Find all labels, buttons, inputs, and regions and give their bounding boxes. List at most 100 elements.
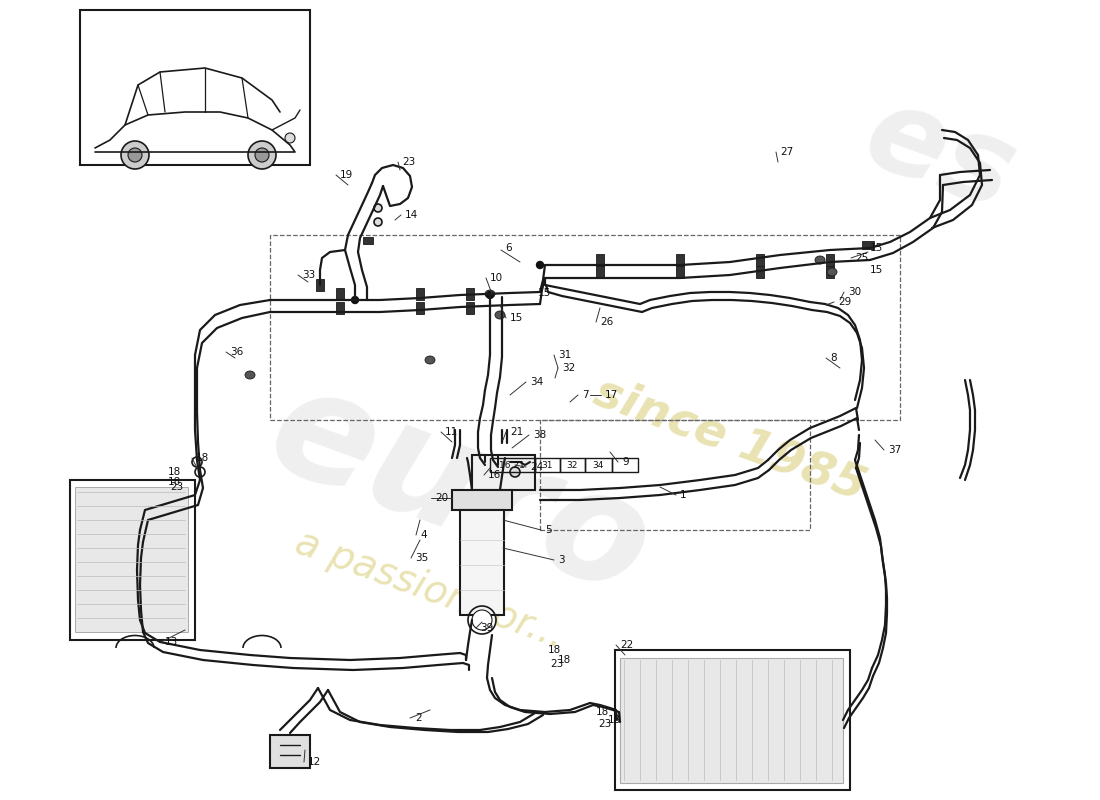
Text: euro: euro [250, 353, 670, 627]
Bar [336, 288, 344, 300]
Bar [826, 266, 834, 278]
Circle shape [374, 204, 382, 212]
Text: 16: 16 [488, 470, 502, 480]
Text: 3: 3 [558, 555, 564, 565]
Text: since 1985: since 1985 [587, 370, 872, 510]
Text: 31: 31 [541, 461, 552, 470]
Text: 35: 35 [415, 553, 428, 563]
Text: 36: 36 [230, 347, 243, 357]
Ellipse shape [815, 256, 825, 264]
Text: 18: 18 [608, 715, 622, 725]
Text: 32: 32 [562, 363, 575, 373]
Text: 11: 11 [446, 427, 459, 437]
Bar [363, 237, 373, 243]
Text: 32: 32 [566, 461, 578, 470]
Bar [615, 650, 850, 790]
Text: 2: 2 [415, 713, 421, 723]
Text: 5: 5 [544, 525, 551, 535]
Ellipse shape [827, 268, 837, 276]
Text: 33: 33 [302, 270, 316, 280]
Bar [336, 302, 344, 314]
Bar [756, 266, 764, 278]
Circle shape [472, 610, 492, 630]
Ellipse shape [245, 371, 255, 379]
Circle shape [128, 148, 142, 162]
Text: 26: 26 [600, 317, 614, 327]
Bar [270, 235, 900, 420]
Text: 15: 15 [870, 243, 883, 253]
Bar [460, 510, 504, 615]
Ellipse shape [485, 290, 495, 298]
Bar [80, 10, 310, 165]
Circle shape [486, 291, 494, 298]
Bar [596, 254, 604, 266]
Text: 14: 14 [405, 210, 418, 220]
Text: 10: 10 [490, 273, 503, 283]
Bar [756, 254, 764, 266]
Text: 1: 1 [680, 490, 686, 500]
Circle shape [192, 457, 202, 467]
Circle shape [195, 467, 205, 477]
Bar [75, 487, 188, 632]
Circle shape [248, 141, 276, 169]
Text: 15: 15 [538, 288, 551, 298]
Bar [70, 480, 195, 640]
Text: 7: 7 [582, 390, 588, 400]
Bar [620, 658, 843, 783]
Text: 31: 31 [558, 350, 571, 360]
Bar [862, 241, 874, 249]
Circle shape [537, 262, 543, 269]
Bar [270, 735, 310, 768]
Text: 15: 15 [870, 265, 883, 275]
Text: 16 21: 16 21 [499, 461, 525, 470]
Text: 23: 23 [170, 482, 184, 492]
Text: 34: 34 [530, 377, 543, 387]
Text: 18: 18 [596, 707, 609, 717]
Text: 12: 12 [308, 757, 321, 767]
Bar [416, 302, 424, 314]
Text: 24: 24 [530, 462, 543, 472]
Text: 34: 34 [592, 461, 604, 470]
Text: 25: 25 [855, 253, 868, 263]
Circle shape [285, 133, 295, 143]
Bar [466, 288, 474, 300]
Text: 4: 4 [420, 530, 427, 540]
Text: 18: 18 [168, 477, 182, 487]
Bar [416, 288, 424, 300]
Ellipse shape [495, 311, 505, 319]
Text: 9: 9 [621, 457, 628, 467]
Circle shape [352, 297, 359, 303]
Text: 19: 19 [340, 170, 353, 180]
Bar [596, 266, 604, 278]
Bar [612, 458, 638, 472]
Bar [452, 490, 512, 510]
Circle shape [255, 148, 270, 162]
Circle shape [374, 218, 382, 226]
Bar [585, 458, 612, 472]
Bar [535, 458, 560, 472]
Bar [466, 302, 474, 314]
Bar [676, 254, 684, 266]
Text: 37: 37 [888, 445, 901, 455]
Text: es: es [849, 75, 1031, 234]
Circle shape [510, 467, 520, 477]
Bar [490, 458, 535, 472]
Text: 23: 23 [550, 659, 563, 669]
Text: 15: 15 [510, 313, 524, 323]
Bar [676, 266, 684, 278]
Text: 17: 17 [605, 390, 618, 400]
Text: 22: 22 [620, 640, 634, 650]
Bar [540, 420, 810, 530]
Ellipse shape [425, 356, 435, 364]
Text: 13: 13 [165, 637, 178, 647]
Text: 39: 39 [480, 623, 493, 633]
Text: 27: 27 [780, 147, 793, 157]
Text: 23: 23 [598, 719, 612, 729]
Text: a passion for...: a passion for... [290, 524, 570, 656]
Bar [560, 458, 585, 472]
Circle shape [121, 141, 148, 169]
Text: 18: 18 [558, 655, 571, 665]
Text: 29: 29 [838, 297, 851, 307]
Bar [316, 279, 324, 291]
Bar [826, 254, 834, 266]
